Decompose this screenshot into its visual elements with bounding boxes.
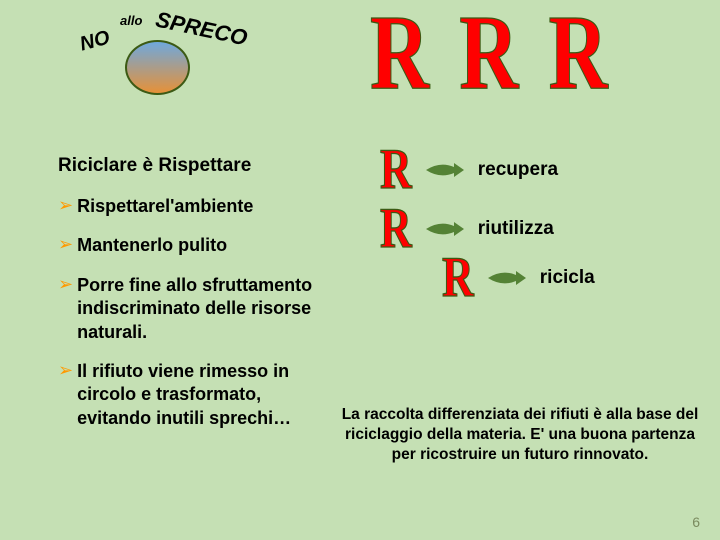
bullet-text: Rispettarel'ambiente (77, 195, 253, 218)
globe-icon (125, 40, 190, 95)
right-column: R recupera R riutilizza R ricicla (360, 155, 690, 311)
r-word: riutilizza (478, 218, 554, 240)
bullet-arrow-icon: ➢ (58, 234, 73, 256)
title-letters: R R R (370, 20, 608, 86)
leaf-arrow-icon (426, 220, 464, 238)
logo-text-allo: allo (120, 13, 142, 28)
r-letter: R (380, 209, 412, 249)
logo-text-no: NO (78, 27, 113, 57)
bullet-item: ➢ Porre fine allo sfruttamento indiscrim… (58, 274, 338, 344)
bullet-arrow-icon: ➢ (58, 360, 73, 382)
title-letter: R (370, 10, 429, 95)
r-word: recupera (478, 159, 558, 181)
title-letter: R (459, 10, 518, 95)
page-number: 6 (692, 514, 700, 530)
bullet-arrow-icon: ➢ (58, 274, 73, 296)
r-letter: R (442, 258, 474, 298)
r-row: R riutilizza (380, 214, 690, 245)
r-word: ricicla (540, 267, 595, 289)
bullet-item: ➢ Rispettarel'ambiente (58, 195, 338, 218)
left-heading: Riciclare è Rispettare (58, 155, 338, 177)
bullet-item: ➢ Mantenerlo pulito (58, 234, 338, 257)
left-column: Riciclare è Rispettare ➢ Rispettarel'amb… (58, 155, 338, 446)
bottom-paragraph: La raccolta differenziata dei rifiuti è … (340, 405, 700, 465)
bullet-item: ➢ Il rifiuto viene rimesso in circolo e … (58, 360, 338, 430)
r-letter: R (380, 150, 412, 190)
r-row: R ricicla (442, 263, 690, 294)
leaf-arrow-icon (426, 161, 464, 179)
r-row: R recupera (380, 155, 690, 186)
leaf-arrow-icon (488, 269, 526, 287)
bullet-text: Porre fine allo sfruttamento indiscrimin… (77, 274, 338, 344)
bullet-arrow-icon: ➢ (58, 195, 73, 217)
bullet-text: Il rifiuto viene rimesso in circolo e tr… (77, 360, 338, 430)
slide: NO allo SPRECO R R R Riciclare è Rispett… (0, 0, 720, 540)
title-letter: R (548, 10, 607, 95)
bullet-text: Mantenerlo pulito (77, 234, 227, 257)
logo: NO allo SPRECO (80, 10, 260, 120)
